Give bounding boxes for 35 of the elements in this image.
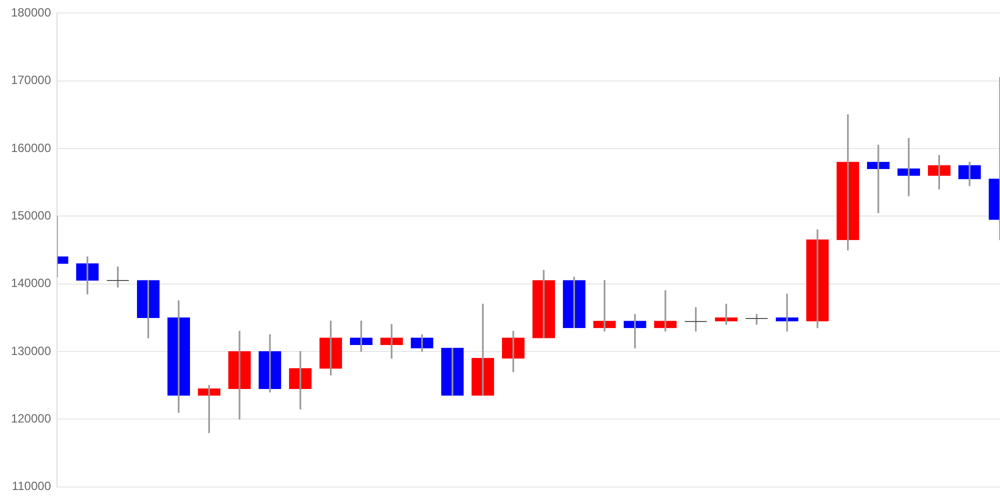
candlestick (836, 114, 860, 250)
candlestick (410, 334, 434, 352)
candlestick (502, 330, 525, 372)
y-tick-label: 110000 (12, 479, 52, 494)
candlestick (776, 294, 798, 332)
candlestick (897, 138, 920, 196)
y-tick-label: 170000 (10, 73, 52, 88)
candlestick (593, 280, 616, 332)
candlestick (714, 304, 738, 325)
candlestick (350, 320, 373, 352)
candlestick (624, 314, 646, 348)
candlestick (136, 280, 160, 338)
y-tick-label: 160000 (10, 140, 52, 155)
candlestick (167, 300, 190, 413)
candlestick (76, 256, 99, 294)
candlestick (319, 320, 342, 376)
candlestick (532, 270, 556, 338)
candlestick (441, 348, 464, 396)
candlestick (562, 276, 586, 328)
y-tick-label: 120000 (10, 411, 52, 426)
candlestick (958, 162, 981, 186)
candlestick (928, 154, 950, 190)
candlestick (654, 290, 677, 332)
candlestick (289, 351, 312, 410)
candlestick (866, 144, 890, 214)
candlestick (380, 324, 403, 359)
candlestick (806, 229, 829, 328)
candlestick (228, 330, 251, 420)
y-tick-label: 140000 (10, 276, 52, 290)
y-tick-label: 130000 (10, 344, 52, 358)
y-tick-label: 150000 (10, 208, 52, 222)
y-tick-label: 180000 (10, 6, 52, 20)
candlestick (258, 334, 282, 392)
candlestick (198, 384, 220, 434)
candlestick (472, 304, 494, 396)
